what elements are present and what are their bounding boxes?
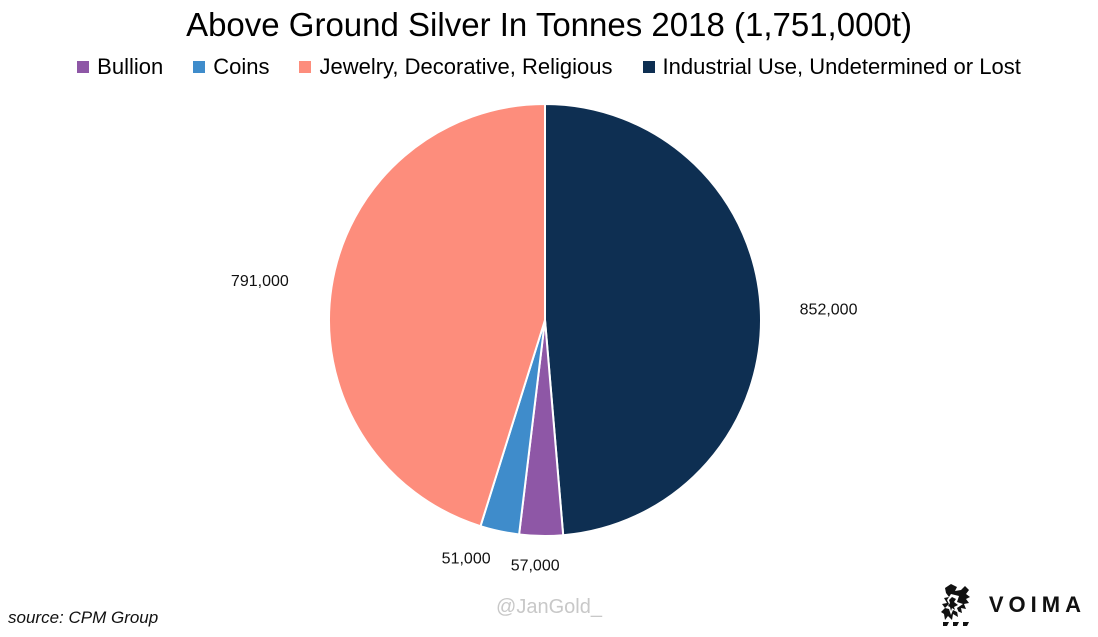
source-note: source: CPM Group [8, 608, 159, 627]
voima-logo-text: VOIMA [988, 592, 1086, 617]
legend-label-bullion: Bullion [97, 54, 164, 79]
chart-title: Above Ground Silver In Tonnes 2018 (1,75… [186, 6, 912, 43]
data-label-coins: 51,000 [442, 550, 491, 567]
legend-swatch-jewelry [299, 61, 312, 73]
legend-item-coins: Coins [193, 53, 269, 81]
legend-item-industrial: Industrial Use, Undetermined or Lost [642, 53, 1021, 81]
watermark: @JanGold_ [496, 596, 602, 618]
data-label-bullion: 57,000 [511, 558, 560, 575]
voima-logo: VOIMA [939, 582, 1086, 628]
data-label-industrial: 852,000 [800, 301, 858, 318]
legend-swatch-bullion [77, 61, 90, 73]
data-label-jewelry: 791,000 [231, 273, 289, 290]
legend-swatch-coins [193, 61, 206, 73]
legend-label-coins: Coins [213, 54, 270, 79]
legend-item-jewelry: Jewelry, Decorative, Religious [299, 53, 613, 81]
chart-legend: Bullion Coins Jewelry, Decorative, Relig… [0, 53, 1098, 81]
pie-slice-industrial [544, 102, 762, 537]
legend-swatch-industrial [642, 61, 655, 73]
heraldic-lion-icon [940, 584, 970, 626]
legend-item-bullion: Bullion [77, 53, 163, 81]
pie-slice-jewelry [328, 102, 546, 528]
legend-label-industrial: Industrial Use, Undetermined or Lost [662, 54, 1021, 79]
legend-label-jewelry: Jewelry, Decorative, Religious [319, 54, 613, 79]
